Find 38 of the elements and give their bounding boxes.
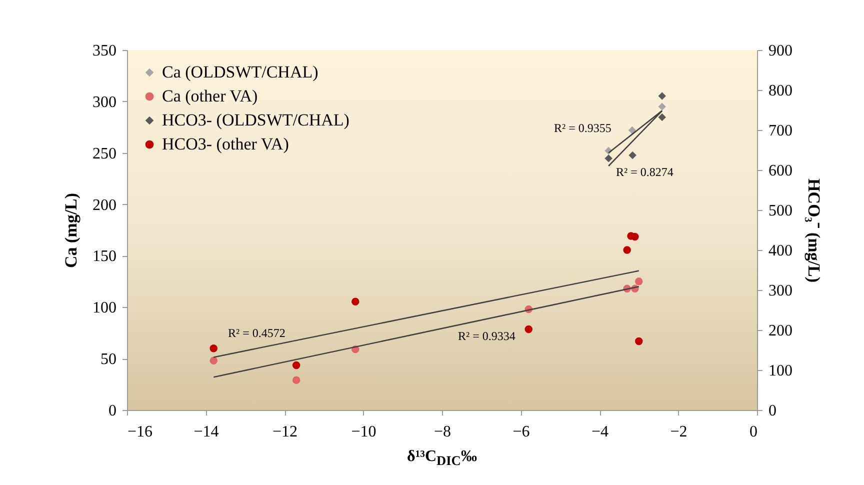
y2-tick-label: 0 xyxy=(768,402,776,420)
y-tick-label: 250 xyxy=(92,145,116,162)
x-tick-label: −16 xyxy=(128,424,153,440)
x-tick-label: −14 xyxy=(194,424,219,440)
x-tick-label: −8 xyxy=(434,424,452,440)
legend-label: Ca (OLDSWT/CHAL) xyxy=(162,62,318,82)
y2-tick-label: 700 xyxy=(768,122,792,140)
annotation: R² = 0.9334 xyxy=(458,329,516,344)
y-tick-label: 300 xyxy=(92,94,116,111)
legend-label: HCO3- (OLDSWT/CHAL) xyxy=(162,110,350,130)
annotation: R² = 0.9355 xyxy=(554,121,612,136)
x-axis-title: δ¹³C$_{DIC}$‰ xyxy=(406,448,478,470)
x-tick-label: −12 xyxy=(272,424,298,440)
y-tick-label: 100 xyxy=(92,300,116,317)
y-tick-label: 200 xyxy=(92,196,116,214)
x-tick-label: −6 xyxy=(512,424,530,440)
y2-tick-label: 500 xyxy=(768,202,792,220)
legend-label: HCO3- (other VA) xyxy=(162,134,289,154)
y2-tick-label: 100 xyxy=(768,362,792,380)
y2-tick-label: 600 xyxy=(768,162,792,180)
y2-tick-label: 900 xyxy=(768,42,792,60)
x-tick-label: 0 xyxy=(750,424,758,440)
y2-tick-label: 400 xyxy=(768,242,792,260)
annotation: R² = 0.8274 xyxy=(616,165,674,180)
x-tick-label: −10 xyxy=(351,424,376,440)
y-tick-label: 150 xyxy=(92,248,116,266)
y2-tick-label: 800 xyxy=(768,82,792,100)
y2-tick-label: 200 xyxy=(768,322,792,340)
y-axis-title: Ca (mg/L) xyxy=(62,192,80,268)
x-tick-label: −4 xyxy=(591,424,609,440)
x-tick-label: −2 xyxy=(670,424,688,440)
annotation: R² = 0.4572 xyxy=(228,326,286,341)
y-tick-label: 50 xyxy=(100,351,116,368)
y2-tick-label: 300 xyxy=(768,282,792,300)
y2-axis-title: HCO₃⁻ (mg/L) xyxy=(804,178,824,283)
legend-label: Ca (other VA) xyxy=(162,86,258,106)
y-tick-label: 0 xyxy=(108,402,116,420)
y-tick-label: 350 xyxy=(92,42,116,60)
